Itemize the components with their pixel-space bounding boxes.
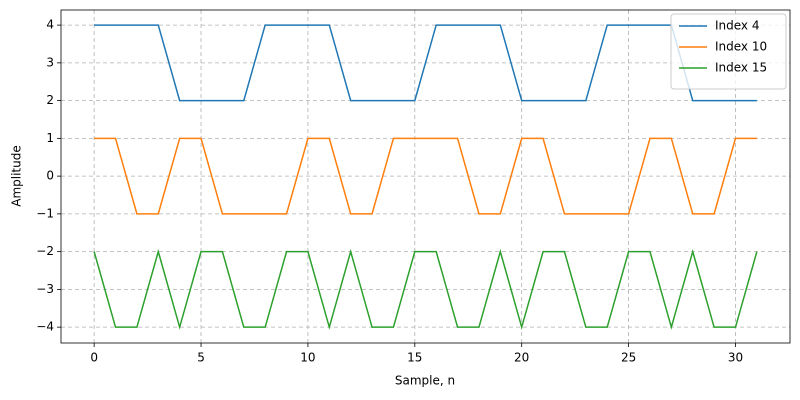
x-tick-label: 10 [300, 351, 315, 365]
legend-label: Index 15 [715, 61, 767, 75]
x-tick-label: 20 [514, 351, 529, 365]
x-tick-label: 30 [728, 351, 743, 365]
y-tick-label: −3 [36, 282, 54, 296]
x-tick-label: 15 [407, 351, 422, 365]
x-tick-label: 25 [621, 351, 636, 365]
x-axis-label: Sample, n [395, 374, 455, 388]
legend-label: Index 10 [715, 40, 767, 54]
series-line [94, 137, 757, 215]
series-line [94, 24, 757, 102]
series-line [93, 248, 758, 330]
legend-box [670, 13, 787, 90]
y-tick-label: 1 [46, 131, 54, 145]
y-tick-label: 3 [46, 55, 54, 69]
y-axis-label: Amplitude [10, 145, 24, 207]
legend-label: Index 4 [715, 19, 759, 33]
y-tick-label: 0 [46, 169, 54, 183]
legend: Index 4 Index 10 Index 15 [670, 13, 787, 90]
y-tick-label: −1 [36, 206, 54, 220]
y-tick-label: 4 [46, 18, 54, 32]
plot-frame [60, 9, 791, 344]
x-tick-label: 5 [197, 351, 205, 365]
y-tick-label: 2 [46, 93, 54, 107]
x-tick-label: 0 [90, 351, 98, 365]
y-tick-label: −2 [36, 244, 54, 258]
y-tick-label: −4 [36, 320, 54, 334]
